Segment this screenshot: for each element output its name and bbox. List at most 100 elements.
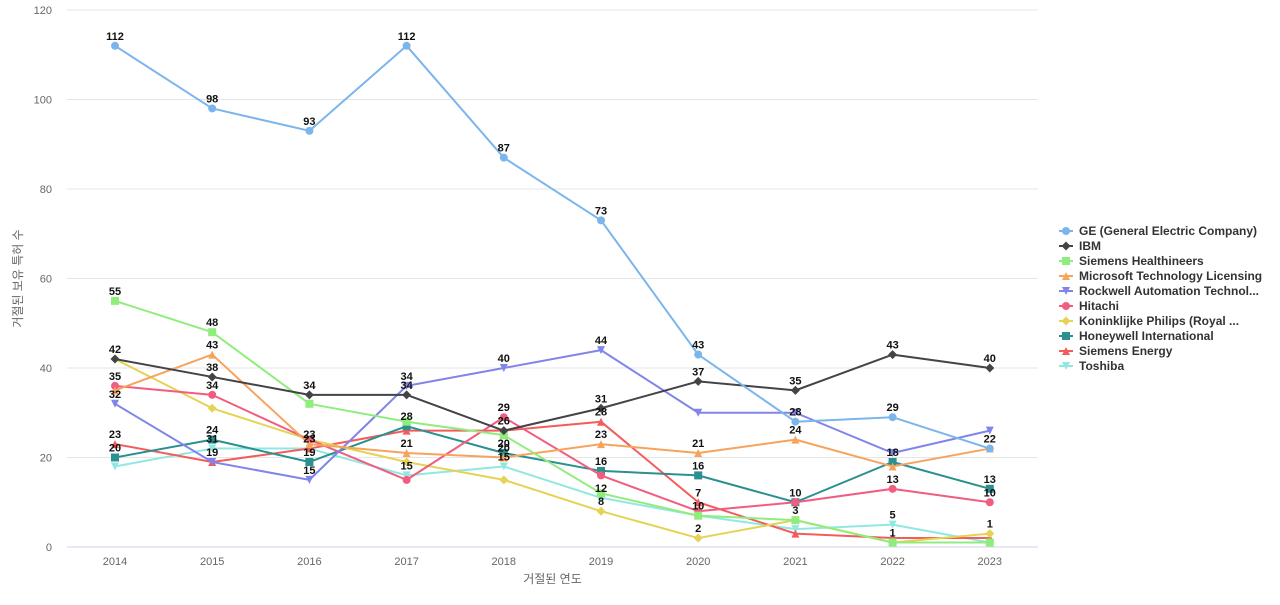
series-line[interactable] (114, 353, 990, 432)
data-point[interactable] (597, 417, 605, 426)
series-line[interactable] (114, 420, 990, 540)
data-point[interactable] (888, 413, 897, 422)
legend-symbol[interactable] (1062, 257, 1070, 265)
series-line[interactable] (114, 447, 990, 544)
legend-symbol[interactable] (1062, 332, 1070, 340)
legend-symbol[interactable] (1062, 227, 1070, 235)
data-point[interactable] (208, 104, 217, 113)
data-point[interactable] (499, 426, 509, 436)
data-point[interactable] (207, 372, 217, 382)
data-point[interactable] (402, 471, 411, 480)
data-point[interactable] (208, 328, 217, 337)
data-point[interactable] (791, 525, 800, 534)
data-point[interactable] (597, 489, 605, 498)
data-point[interactable] (208, 350, 217, 359)
legend-item[interactable]: Honeywell International (1059, 329, 1214, 343)
data-point[interactable] (596, 403, 606, 413)
data-point[interactable] (402, 422, 411, 431)
data-point[interactable] (499, 153, 508, 162)
data-point[interactable] (888, 520, 897, 529)
data-point[interactable] (888, 484, 897, 493)
data-point[interactable] (985, 529, 995, 539)
legend-item[interactable]: GE (General Electric Company) (1059, 224, 1257, 238)
data-point[interactable] (111, 440, 119, 449)
data-point[interactable] (402, 475, 411, 484)
data-point[interactable] (791, 408, 800, 417)
data-point[interactable] (499, 364, 508, 372)
data-point[interactable] (402, 381, 411, 390)
data-point[interactable] (304, 390, 314, 400)
data-point[interactable] (597, 471, 605, 480)
data-point[interactable] (888, 538, 897, 547)
data-point[interactable] (791, 435, 800, 444)
data-point[interactable] (985, 363, 995, 373)
legend-item[interactable]: Rockwell Automation Technol... (1059, 284, 1259, 298)
data-point[interactable] (305, 440, 314, 449)
data-point[interactable] (207, 403, 217, 413)
legend-symbol[interactable] (1062, 362, 1070, 370)
data-point[interactable] (499, 449, 508, 458)
data-point[interactable] (305, 444, 314, 453)
data-point[interactable] (791, 516, 800, 525)
data-point[interactable] (888, 350, 898, 360)
data-point[interactable] (208, 435, 217, 444)
data-point[interactable] (111, 462, 119, 471)
legend-item[interactable]: IBM (1059, 239, 1101, 253)
data-point[interactable] (693, 533, 703, 543)
data-point[interactable] (499, 413, 508, 422)
data-point[interactable] (985, 444, 994, 453)
data-point[interactable] (499, 453, 508, 462)
data-point[interactable] (597, 346, 605, 355)
series-line[interactable] (114, 299, 990, 544)
data-point[interactable] (305, 475, 314, 484)
legend-symbol[interactable] (1061, 316, 1071, 326)
data-point[interactable] (208, 444, 217, 453)
legend-item[interactable]: Siemens Energy (1059, 344, 1173, 358)
legend-item[interactable]: Koninklijke Philips (Royal ... (1059, 314, 1239, 328)
data-point[interactable] (208, 390, 217, 399)
data-point[interactable] (305, 399, 314, 408)
data-point[interactable] (499, 475, 509, 485)
data-point[interactable] (597, 440, 605, 449)
series-line[interactable] (114, 353, 990, 468)
data-point[interactable] (985, 426, 994, 435)
data-point[interactable] (111, 296, 119, 305)
data-point[interactable] (888, 457, 897, 466)
data-point[interactable] (111, 381, 119, 390)
data-point[interactable] (693, 376, 703, 386)
data-point[interactable] (985, 538, 994, 547)
legend-symbol[interactable] (1062, 347, 1070, 355)
data-point[interactable] (694, 350, 703, 359)
data-point[interactable] (111, 41, 119, 50)
data-point[interactable] (111, 386, 119, 395)
data-point[interactable] (790, 385, 800, 395)
data-point[interactable] (791, 498, 800, 507)
data-point[interactable] (985, 484, 994, 493)
legend[interactable]: GE (General Electric Company)IBMSiemens … (1059, 224, 1262, 373)
data-point[interactable] (402, 41, 411, 50)
data-point[interactable] (694, 498, 703, 507)
data-point[interactable] (402, 417, 411, 426)
data-point[interactable] (888, 462, 897, 471)
legend-item[interactable]: Siemens Healthineers (1059, 254, 1204, 268)
legend-item[interactable]: Hitachi (1059, 299, 1119, 313)
data-point[interactable] (110, 354, 120, 364)
data-point[interactable] (791, 417, 800, 426)
data-point[interactable] (499, 462, 508, 471)
data-point[interactable] (596, 506, 606, 516)
data-point[interactable] (208, 457, 217, 466)
legend-symbol[interactable] (1062, 287, 1070, 295)
series-line[interactable] (114, 384, 990, 513)
data-point[interactable] (402, 457, 412, 467)
data-point[interactable] (694, 471, 703, 480)
data-point[interactable] (694, 408, 703, 417)
data-point[interactable] (111, 453, 119, 462)
data-point[interactable] (305, 126, 314, 135)
series-line[interactable] (114, 44, 991, 450)
series-line[interactable] (114, 349, 991, 481)
legend-item[interactable]: Microsoft Technology Licensing (1059, 269, 1262, 283)
data-point[interactable] (111, 399, 119, 408)
series-line[interactable] (114, 425, 991, 504)
data-point[interactable] (402, 449, 411, 458)
data-point[interactable] (791, 529, 800, 538)
